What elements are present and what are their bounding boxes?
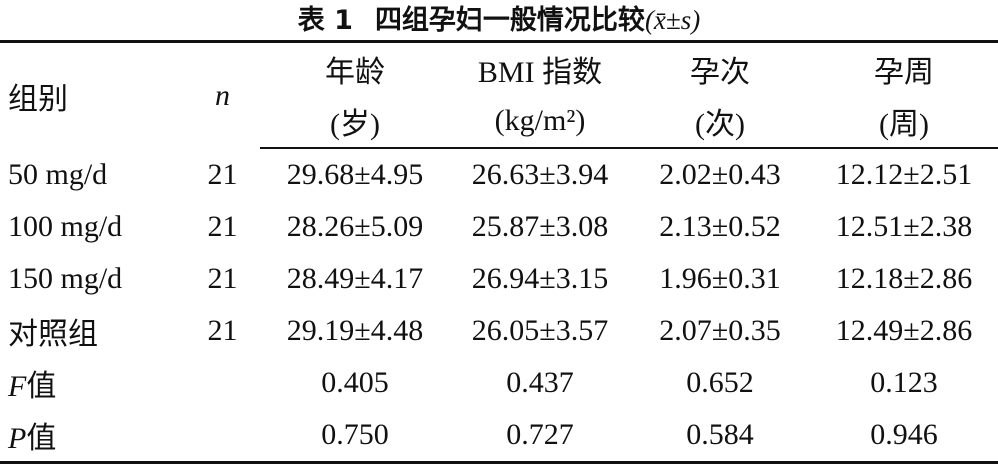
empty-cell [185, 357, 260, 409]
data-cell: 12.51±2.38 [835, 210, 973, 243]
stat-label-cell: F值 [0, 357, 185, 409]
title-formula: (x̄±s) [644, 5, 701, 35]
data-cell: 26.05±3.57 [471, 314, 609, 347]
data-cell: 12.18±2.86 [835, 262, 973, 295]
data-row: 50 mg/d 21 29.68±4.95 26.63±3.94 2.02±0.43 12… [0, 148, 998, 201]
data-cell: 21 [207, 157, 238, 191]
data-row: 对照组 21 29.19±4.48 26.05±3.57 2.07±0.35 12.49±… [0, 305, 998, 357]
data-cell: 12.12±2.51 [835, 158, 973, 191]
data-cell: 1.96±0.31 [659, 262, 781, 295]
stat-row: F值 0.405 0.437 0.652 0.123 [0, 357, 998, 409]
stat-suffix: 值 [26, 422, 57, 455]
data-cell: 29.19±4.48 [286, 314, 424, 347]
header-unit: (周) [879, 108, 929, 141]
header-unit: (kg/m²) [494, 104, 586, 137]
group-cell: 对照组 [8, 318, 98, 351]
header-unit: (次) [695, 108, 745, 141]
header-cell: n [185, 42, 260, 149]
header-unit-cell: (kg/m²) [450, 95, 630, 149]
data-cell: 2.13±0.52 [659, 210, 781, 243]
data-table: 组别 n 年龄 BMI 指数 孕次 孕周 (岁) (kg/m²) (次) (周) 50 mg/d 2… [0, 40, 998, 464]
data-cell: 25.87±3.08 [471, 210, 609, 243]
header-label: 孕次 [690, 56, 750, 89]
data-row: 150 mg/d 21 28.49±4.17 26.94±3.15 1.96±0.31 1… [0, 253, 998, 305]
title-label: 表 1 [297, 5, 353, 36]
data-cell: 26.63±3.94 [471, 158, 609, 191]
stat-suffix: 值 [26, 370, 57, 403]
data-cell: 28.49±4.17 [286, 262, 424, 295]
header-cell: 年龄 [260, 42, 450, 96]
stat-row: P值 0.750 0.727 0.584 0.946 [0, 409, 998, 463]
data-cell: 29.68±4.95 [286, 158, 424, 191]
header-row: (岁) (kg/m²) (次) (周) [0, 95, 998, 149]
stat-value: 0.727 [506, 418, 574, 451]
table-title: 表 1 四组孕妇一般情况比较(x̄±s) [0, 0, 998, 40]
header-unit: (岁) [330, 108, 380, 141]
data-cell: 2.07±0.35 [659, 314, 781, 347]
header-cell: 孕周 [810, 42, 998, 96]
data-row: 100 mg/d 21 28.26±5.09 25.87±3.08 2.13±0.52 1… [0, 201, 998, 253]
data-cell: 21 [207, 262, 238, 295]
group-cell: 150 mg/d [8, 262, 123, 295]
header-label: n [215, 78, 230, 112]
stat-symbol: F [8, 370, 27, 403]
header-label: 年龄 [325, 56, 385, 89]
stat-value: 0.946 [870, 418, 938, 451]
stat-value: 0.405 [321, 366, 389, 399]
empty-cell [185, 409, 260, 463]
header-label: 组别 [8, 82, 68, 116]
data-cell: 21 [207, 314, 238, 347]
data-cell: 21 [207, 210, 238, 243]
header-label: 孕周 [874, 56, 934, 89]
header-unit-cell: (周) [810, 95, 998, 149]
header-cell: 组别 [0, 42, 185, 149]
stat-symbol: P [8, 422, 27, 455]
stat-value: 0.652 [686, 366, 754, 399]
data-cell: 12.49±2.86 [835, 314, 973, 347]
group-cell: 50 mg/d [8, 157, 108, 191]
stat-label-cell: P值 [0, 409, 185, 463]
header-unit-cell: (次) [630, 95, 810, 149]
header-row: 组别 n 年龄 BMI 指数 孕次 孕周 [0, 42, 998, 116]
stat-value: 0.584 [686, 418, 754, 451]
data-cell: 2.02±0.43 [659, 158, 781, 191]
stat-value: 0.123 [870, 366, 938, 399]
header-label: BMI 指数 [477, 56, 603, 89]
title-text: 四组孕妇一般情况比较 [374, 5, 645, 36]
group-cell: 100 mg/d [8, 210, 123, 243]
data-cell: 28.26±5.09 [286, 210, 424, 243]
header-cell: 孕次 [630, 42, 810, 96]
header-unit-cell: (岁) [260, 95, 450, 149]
stat-value: 0.750 [321, 418, 389, 451]
stat-value: 0.437 [506, 366, 574, 399]
data-cell: 26.94±3.15 [471, 262, 609, 295]
header-cell: BMI 指数 [450, 42, 630, 96]
